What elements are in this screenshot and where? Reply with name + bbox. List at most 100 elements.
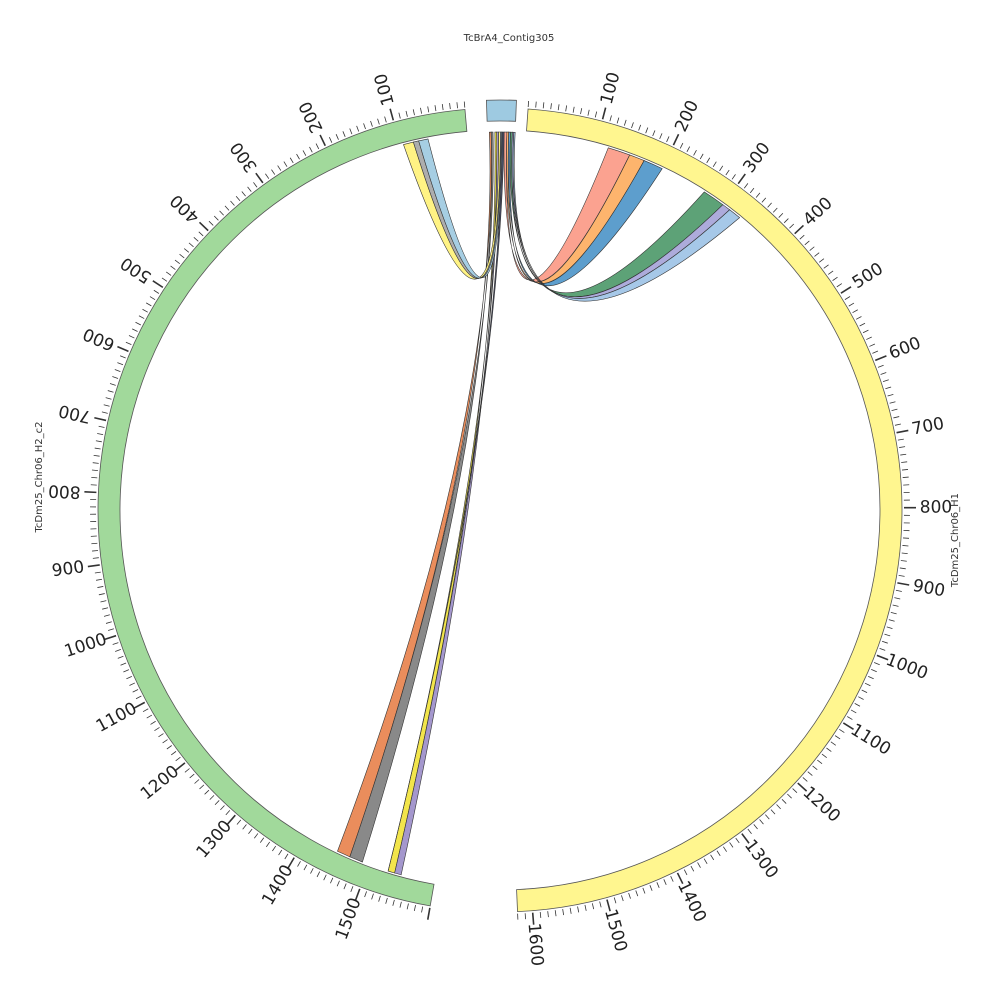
minor-tick	[247, 186, 252, 192]
minor-tick	[580, 108, 583, 115]
minor-tick	[818, 258, 825, 263]
link-ribbon[interactable]	[509, 131, 724, 297]
major-tick	[874, 355, 887, 362]
minor-tick	[577, 906, 580, 913]
link-ribbon[interactable]	[387, 131, 505, 872]
tick-label-h1: 100	[597, 70, 625, 106]
tick-label-h1: 900	[911, 576, 947, 602]
minor-tick	[725, 169, 730, 176]
tick-label-h1: 600	[886, 333, 924, 364]
minor-tick	[656, 882, 660, 888]
minor-tick	[132, 689, 139, 693]
minor-tick	[628, 892, 631, 899]
minor-tick	[94, 447, 101, 450]
band-contig[interactable]	[485, 99, 517, 122]
minor-tick	[594, 111, 598, 118]
minor-tick	[854, 703, 861, 707]
minor-tick	[880, 372, 887, 375]
minor-tick	[119, 355, 126, 359]
minor-tick	[899, 446, 906, 448]
minor-tick	[166, 745, 172, 750]
minor-tick	[356, 125, 360, 132]
minor-tick	[142, 308, 148, 313]
major-tick	[896, 429, 909, 434]
band-h2[interactable]	[97, 109, 468, 907]
minor-tick	[894, 423, 901, 426]
tick-label-h1: 300	[739, 139, 774, 177]
minor-tick	[623, 119, 627, 126]
minor-tick	[897, 438, 904, 441]
minor-tick	[877, 364, 884, 368]
tick-label-h2: 1000	[62, 629, 109, 661]
minor-tick	[165, 271, 172, 276]
minor-tick	[599, 901, 602, 908]
tick-label-h2: 1500	[332, 895, 366, 943]
minor-tick	[149, 296, 156, 301]
minor-tick	[101, 411, 108, 414]
minor-tick	[550, 103, 552, 110]
minor-tick	[123, 669, 130, 673]
minor-tick	[208, 220, 214, 226]
link-ribbon[interactable]	[506, 131, 645, 284]
minor-tick	[398, 112, 401, 119]
minor-tick	[198, 231, 204, 237]
band-h1[interactable]	[516, 108, 903, 913]
minor-tick	[349, 128, 353, 135]
minor-tick	[892, 604, 899, 607]
minor-tick	[97, 586, 104, 588]
major-tick	[84, 491, 97, 494]
major-tick	[676, 872, 684, 885]
minor-tick	[862, 329, 869, 334]
minor-tick	[635, 890, 639, 897]
minor-tick	[755, 192, 761, 198]
minor-tick	[772, 207, 778, 213]
minor-tick	[562, 909, 565, 916]
tick-label-h2: 900	[51, 557, 86, 581]
minor-tick	[850, 709, 857, 714]
minor-tick	[230, 200, 235, 206]
major-tick	[737, 173, 746, 185]
link-ribbon[interactable]	[387, 131, 498, 874]
minor-tick	[297, 861, 301, 867]
minor-tick	[271, 169, 276, 175]
minor-tick	[832, 276, 838, 281]
link-ribbon[interactable]	[337, 131, 492, 858]
link-ribbon[interactable]	[512, 131, 741, 302]
major-tick	[672, 133, 680, 146]
minor-tick	[161, 277, 168, 282]
major-tick	[198, 221, 209, 232]
tick-label-h2: 200	[295, 98, 327, 136]
major-tick	[794, 224, 804, 235]
minor-tick	[145, 302, 152, 307]
minor-tick	[117, 362, 124, 366]
minor-tick	[613, 897, 617, 904]
tick-label-h2: 400	[166, 190, 203, 227]
minor-tick	[224, 205, 230, 211]
minor-tick	[565, 105, 568, 112]
minor-tick	[253, 182, 258, 188]
minor-tick	[776, 804, 781, 810]
minor-tick	[887, 393, 894, 397]
minor-tick	[95, 440, 102, 443]
minor-tick	[812, 765, 818, 771]
minor-tick	[587, 109, 590, 116]
minor-tick	[399, 901, 402, 908]
link-ribbon[interactable]	[507, 131, 663, 287]
major-tick	[226, 814, 236, 825]
minor-tick	[94, 571, 101, 574]
tick-label-h1: 1000	[883, 650, 931, 684]
minor-tick	[189, 773, 195, 779]
minor-tick	[683, 869, 688, 876]
minor-tick	[204, 789, 210, 795]
tick-label-h2: 700	[57, 400, 93, 427]
minor-tick	[302, 150, 307, 156]
minor-tick	[873, 662, 880, 666]
minor-tick	[135, 321, 142, 326]
minor-tick	[214, 800, 220, 806]
link-ribbon[interactable]	[349, 131, 494, 863]
minor-tick	[277, 165, 282, 171]
link-ribbon[interactable]	[503, 131, 631, 283]
minor-tick	[872, 350, 879, 354]
minor-tick	[659, 133, 663, 140]
minor-tick	[761, 197, 767, 203]
